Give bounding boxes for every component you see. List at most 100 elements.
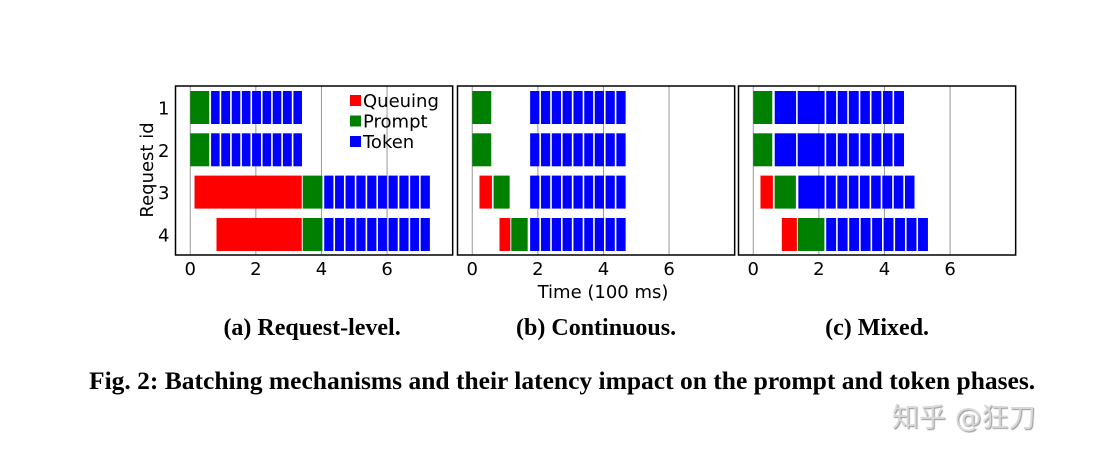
token-bar: [895, 218, 905, 251]
token-bar: [540, 175, 551, 209]
prompt-bar: [190, 133, 210, 167]
x-tick-label: 4: [598, 259, 609, 280]
token-bar: [241, 91, 251, 124]
token-bar: [594, 218, 604, 251]
token-bar: [293, 133, 302, 167]
token-bar: [605, 175, 615, 209]
token-bar: [221, 91, 231, 124]
x-tick-label: 6: [663, 259, 674, 280]
token-bar: [918, 218, 928, 251]
y-tick-label: 3: [158, 183, 169, 204]
token-bar: [849, 218, 860, 251]
token-bar: [826, 133, 837, 167]
token-bar: [860, 133, 870, 167]
token-bar: [860, 218, 871, 251]
legend-label-queuing: Queuing: [363, 91, 439, 112]
prompt-bar: [472, 133, 492, 167]
token-bar: [616, 133, 626, 167]
token-bar: [530, 91, 540, 124]
token-bar: [335, 175, 344, 209]
token-bar: [551, 218, 562, 251]
legend-label-prompt: Prompt: [363, 112, 428, 133]
prompt-bar: [493, 175, 510, 209]
token-bar: [860, 91, 870, 124]
token-bar: [894, 91, 904, 124]
x-tick-label: 2: [250, 259, 261, 280]
token-bar: [231, 91, 241, 124]
prompt-bar: [774, 175, 796, 209]
y-tick-label: 2: [158, 141, 169, 162]
token-bar: [798, 175, 825, 209]
token-bar: [562, 218, 572, 251]
token-bar: [797, 133, 825, 167]
token-bar: [540, 133, 551, 167]
queuing-bar: [781, 218, 797, 251]
legend-swatch-prompt: [350, 115, 361, 127]
token-bar: [356, 175, 366, 209]
x-tick-label: 0: [467, 259, 478, 280]
token-bar: [616, 218, 626, 251]
legend-label-token: Token: [362, 132, 414, 153]
token-bar: [388, 175, 398, 209]
token-bar: [231, 133, 241, 167]
x-axis-label: Time (100 ms): [537, 282, 669, 303]
token-bar: [345, 175, 355, 209]
prompt-bar: [797, 218, 825, 251]
token-bar: [221, 133, 231, 167]
token-bar: [882, 133, 893, 167]
token-bar: [530, 218, 540, 251]
prompt-bar: [472, 91, 492, 124]
token-bar: [262, 91, 272, 124]
token-bar: [616, 91, 626, 124]
token-bar: [378, 218, 387, 251]
token-bar: [837, 175, 848, 209]
token-bar: [584, 133, 594, 167]
token-bar: [894, 133, 904, 167]
token-bar: [530, 133, 540, 167]
x-tick-label: 0: [185, 259, 196, 280]
token-bar: [826, 91, 837, 124]
token-bar: [848, 133, 859, 167]
token-bar: [399, 175, 409, 209]
token-bar: [324, 218, 334, 251]
token-bar: [584, 218, 594, 251]
queuing-bar: [499, 218, 511, 251]
subplot-caption: (b) Continuous.: [516, 315, 676, 341]
token-bar: [573, 218, 583, 251]
token-bar: [399, 218, 409, 251]
prompt-bar: [511, 218, 528, 251]
token-bar: [584, 175, 594, 209]
y-tick-label: 4: [158, 226, 169, 247]
token-bar: [893, 175, 904, 209]
token-bar: [211, 91, 220, 124]
token-bar: [573, 91, 583, 124]
token-bar: [904, 175, 915, 209]
token-bar: [882, 91, 893, 124]
legend-swatch-queuing: [350, 95, 361, 106]
token-bar: [872, 218, 883, 251]
x-tick-label: 2: [813, 259, 824, 280]
axes-frame: [456, 85, 736, 256]
token-bar: [837, 91, 848, 124]
token-bar: [774, 133, 797, 167]
token-bar: [252, 91, 261, 124]
token-bar: [211, 133, 220, 167]
x-tick-label: 6: [381, 259, 392, 280]
axes-frame: [174, 85, 454, 256]
token-bar: [594, 91, 604, 124]
token-bar: [356, 218, 366, 251]
queuing-bar: [194, 175, 302, 209]
token-bar: [388, 218, 398, 251]
token-bar: [584, 91, 594, 124]
token-bar: [420, 218, 430, 251]
token-bar: [272, 133, 282, 167]
token-bar: [605, 218, 615, 251]
queuing-bar: [216, 218, 302, 251]
token-bar: [860, 175, 870, 209]
token-bar: [837, 133, 848, 167]
token-bar: [906, 218, 917, 251]
token-bar: [335, 218, 344, 251]
panel-2: 0 2 4 6 (b) Continuous. Time (100 ms): [456, 85, 736, 341]
